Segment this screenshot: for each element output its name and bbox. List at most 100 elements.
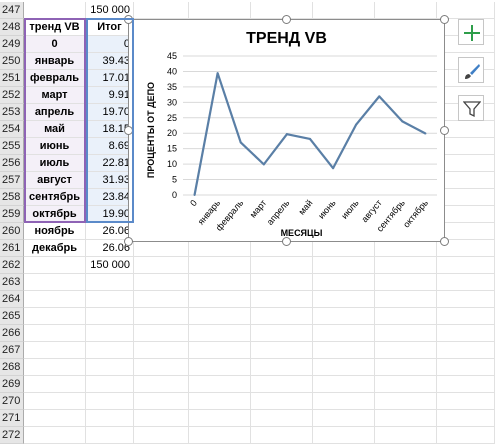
- cell-empty[interactable]: [437, 359, 495, 376]
- cell-empty[interactable]: [437, 410, 495, 427]
- row-header[interactable]: 247: [0, 2, 24, 19]
- cell-empty[interactable]: [375, 2, 437, 19]
- row-header[interactable]: 265: [0, 308, 24, 325]
- cell-b[interactable]: [86, 325, 134, 342]
- resize-handle-bottom-right[interactable]: [440, 237, 449, 246]
- cell-a[interactable]: июнь: [24, 138, 86, 155]
- cell-a[interactable]: январь: [24, 53, 86, 70]
- cell-empty[interactable]: [134, 410, 189, 427]
- cell-b[interactable]: 19.70: [86, 104, 134, 121]
- resize-handle-bottom[interactable]: [282, 237, 291, 246]
- data-point[interactable]: [332, 167, 335, 170]
- cell-a[interactable]: [24, 342, 86, 359]
- cell-empty[interactable]: [134, 2, 189, 19]
- cell-a[interactable]: [24, 257, 86, 274]
- cell-empty[interactable]: [189, 427, 251, 444]
- cell-a[interactable]: ноябрь: [24, 223, 86, 240]
- sheet-row[interactable]: 265: [0, 308, 495, 325]
- cell-b[interactable]: [86, 291, 134, 308]
- cell-empty[interactable]: [437, 274, 495, 291]
- cell-empty[interactable]: [313, 240, 375, 257]
- row-header[interactable]: 251: [0, 70, 24, 87]
- cell-a[interactable]: февраль: [24, 70, 86, 87]
- row-header[interactable]: 271: [0, 410, 24, 427]
- data-point[interactable]: [355, 123, 358, 126]
- chart-filters-button[interactable]: [458, 95, 484, 121]
- cell-empty[interactable]: [189, 325, 251, 342]
- cell-empty[interactable]: [313, 257, 375, 274]
- cell-empty[interactable]: [134, 393, 189, 410]
- data-point[interactable]: [239, 141, 242, 144]
- cell-empty[interactable]: [313, 2, 375, 19]
- cell-empty[interactable]: [251, 291, 313, 308]
- sheet-row[interactable]: 260 ноябрь 26.06: [0, 223, 495, 240]
- row-header[interactable]: 266: [0, 325, 24, 342]
- sheet-row[interactable]: 261 декабрь 26.06: [0, 240, 495, 257]
- cell-empty[interactable]: [189, 359, 251, 376]
- cell-empty[interactable]: [375, 274, 437, 291]
- sheet-row[interactable]: 262 150 000: [0, 257, 495, 274]
- cell-a[interactable]: [24, 2, 86, 19]
- cell-b[interactable]: [86, 274, 134, 291]
- cell-empty[interactable]: [375, 291, 437, 308]
- cell-a[interactable]: декабрь: [24, 240, 86, 257]
- row-header[interactable]: 256: [0, 155, 24, 172]
- chart-elements-button[interactable]: [458, 19, 484, 45]
- cell-empty[interactable]: [313, 291, 375, 308]
- row-header[interactable]: 263: [0, 274, 24, 291]
- cell-empty[interactable]: [134, 376, 189, 393]
- row-header[interactable]: 264: [0, 291, 24, 308]
- series-line[interactable]: [193, 72, 426, 196]
- cell-a[interactable]: [24, 376, 86, 393]
- cell-a[interactable]: [24, 410, 86, 427]
- cell-b[interactable]: [86, 427, 134, 444]
- row-header[interactable]: 261: [0, 240, 24, 257]
- cell-b[interactable]: 26.06: [86, 240, 134, 257]
- cell-b[interactable]: [86, 376, 134, 393]
- data-point[interactable]: [378, 95, 381, 98]
- cell-empty[interactable]: [189, 291, 251, 308]
- sheet-row[interactable]: 272: [0, 427, 495, 444]
- cell-empty[interactable]: [313, 274, 375, 291]
- cell-empty[interactable]: [134, 291, 189, 308]
- cell-empty[interactable]: [251, 376, 313, 393]
- cell-empty[interactable]: [251, 359, 313, 376]
- cell-b[interactable]: 9.91: [86, 87, 134, 104]
- cell-empty[interactable]: [189, 376, 251, 393]
- cell-empty[interactable]: [375, 257, 437, 274]
- cell-a[interactable]: август: [24, 172, 86, 189]
- cell-empty[interactable]: [251, 257, 313, 274]
- resize-handle-left[interactable]: [124, 126, 133, 135]
- cell-b[interactable]: [86, 393, 134, 410]
- cell-a[interactable]: июль: [24, 155, 86, 172]
- cell-empty[interactable]: [313, 359, 375, 376]
- cell-a[interactable]: сентябрь: [24, 189, 86, 206]
- resize-handle-top-left[interactable]: [124, 15, 133, 24]
- cell-empty[interactable]: [134, 257, 189, 274]
- cell-b[interactable]: 18.15: [86, 121, 134, 138]
- row-header[interactable]: 272: [0, 427, 24, 444]
- cell-a[interactable]: [24, 291, 86, 308]
- sheet-row[interactable]: 269: [0, 376, 495, 393]
- cell-empty[interactable]: [134, 325, 189, 342]
- cell-b[interactable]: [86, 308, 134, 325]
- cell-b[interactable]: 17.01: [86, 70, 134, 87]
- cell-b[interactable]: 8.69: [86, 138, 134, 155]
- resize-handle-top[interactable]: [282, 15, 291, 24]
- cell-empty[interactable]: [189, 410, 251, 427]
- row-header[interactable]: 253: [0, 104, 24, 121]
- sheet-row[interactable]: 267: [0, 342, 495, 359]
- sheet-row[interactable]: 270: [0, 393, 495, 410]
- cell-empty[interactable]: [375, 325, 437, 342]
- cell-a[interactable]: март: [24, 87, 86, 104]
- cell-b[interactable]: [86, 410, 134, 427]
- cell-empty[interactable]: [375, 376, 437, 393]
- data-point[interactable]: [285, 133, 288, 136]
- cell-b[interactable]: 23.84: [86, 189, 134, 206]
- data-point[interactable]: [309, 137, 311, 140]
- cell-a[interactable]: [24, 274, 86, 291]
- cell-empty[interactable]: [313, 427, 375, 444]
- cell-a[interactable]: [24, 325, 86, 342]
- x-axis-title[interactable]: МЕСЯЦЫ: [280, 228, 323, 238]
